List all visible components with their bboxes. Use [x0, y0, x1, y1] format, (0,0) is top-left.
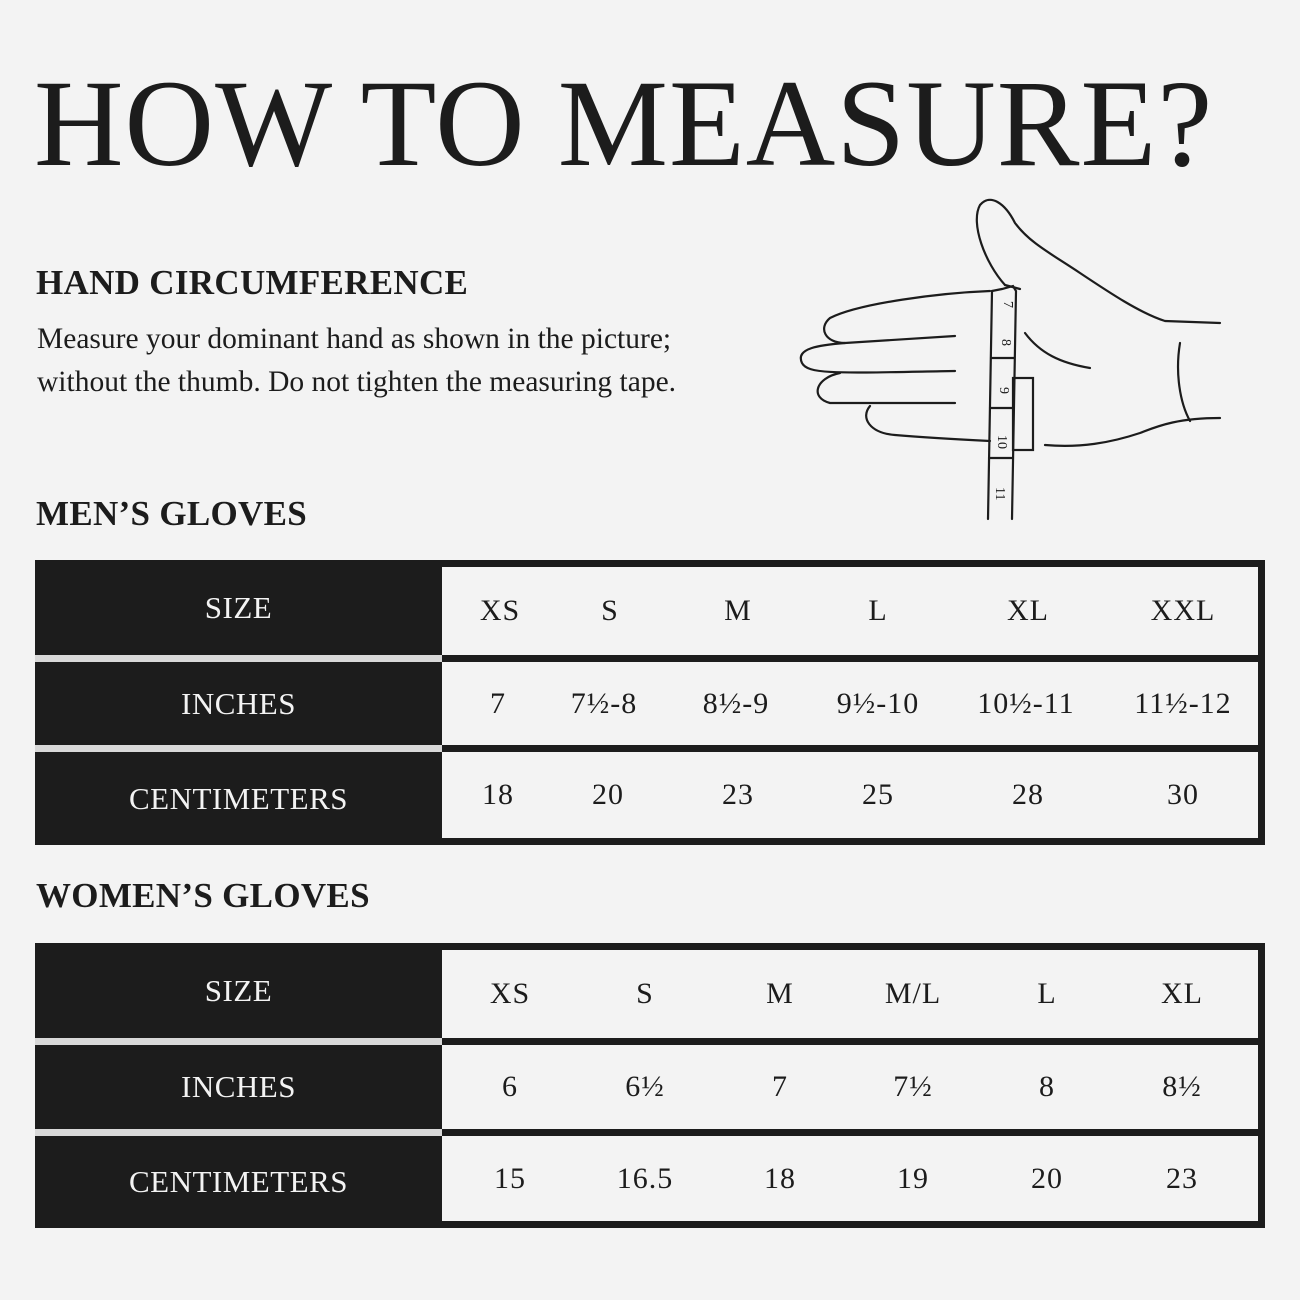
table-row-centimeters: CENTIMETERS 18 20 23 25 28 30 — [35, 752, 1265, 845]
table-cell: 6½ — [625, 1070, 665, 1103]
table-cell: S — [636, 977, 654, 1010]
tape-mark-11: 11 — [992, 487, 1007, 500]
table-cell: 18 — [482, 778, 514, 811]
row-label: SIZE — [204, 589, 273, 625]
tape-marks: 7 8 9 10 11 — [992, 301, 1015, 500]
row-label: INCHES — [181, 1069, 296, 1104]
table-cell: XL — [1161, 977, 1203, 1010]
table-cell: 7½-8 — [570, 686, 638, 720]
table-cell: 6 — [502, 1070, 518, 1103]
tape-mark-10: 10 — [994, 435, 1009, 449]
table-cell: 7 — [490, 686, 506, 720]
row-label: SIZE — [204, 972, 273, 1008]
measure-instructions: Measure your dominant hand as shown in t… — [37, 323, 677, 398]
tape-mark-9: 9 — [996, 387, 1011, 394]
table-cell: 25 — [862, 778, 894, 811]
table-cell: 18 — [764, 1161, 796, 1195]
table-cell: 23 — [722, 778, 754, 811]
table-cell: XXL — [1150, 594, 1216, 627]
table-cell: 23 — [1166, 1161, 1198, 1195]
tape-mark-7: 7 — [1000, 301, 1015, 308]
table-cell: M — [724, 594, 752, 627]
table-cell: 8 — [1039, 1070, 1055, 1103]
row-label: INCHES — [181, 685, 296, 721]
table-cell: 28 — [1012, 778, 1044, 811]
table-row-centimeters: CENTIMETERS 15 16.5 18 19 20 23 — [35, 1136, 1265, 1228]
table-row-inches: INCHES 6 6½ 7 7½ 8 8½ — [35, 1045, 1265, 1129]
table-cell: 15 — [494, 1161, 526, 1195]
table-cell: L — [868, 594, 888, 627]
page-title: HOW TO MEASURE? — [34, 55, 1214, 192]
table-cell: 9½-10 — [836, 686, 920, 720]
table-cell: 7½ — [893, 1070, 933, 1103]
hand-measuring-illustration: 7 8 9 10 11 — [799, 198, 1222, 521]
table-cell: 7 — [772, 1070, 788, 1103]
womens-gloves-heading: WOMEN’S GLOVES — [36, 876, 370, 915]
table-cell: XL — [1007, 594, 1049, 627]
table-cell: 8½ — [1162, 1070, 1202, 1103]
table-cell: M/L — [884, 977, 942, 1010]
table-cell: 11½-12 — [1134, 686, 1232, 720]
table-cell: 20 — [1031, 1161, 1063, 1195]
table-cell: 19 — [897, 1161, 929, 1195]
womens-size-table: SIZE XS S M M/L L XL INCHES 6 6½ 7 7½ 8 … — [35, 943, 1265, 1228]
tape-mark-8: 8 — [998, 339, 1013, 346]
table-cell: L — [1037, 977, 1057, 1010]
mens-size-table: SIZE XS S M L XL XXL INCHES 7 7½-8 8½-9 … — [35, 560, 1265, 845]
table-cell: XS — [479, 594, 521, 627]
table-row-size: SIZE XS S M L XL XXL — [35, 560, 1265, 655]
table-cell: 10½-11 — [977, 686, 1075, 720]
table-row-size: SIZE XS S M M/L L XL — [35, 943, 1265, 1038]
table-cell: M — [766, 977, 794, 1010]
mens-gloves-heading: MEN’S GLOVES — [36, 494, 308, 533]
hand-circumference-heading: HAND CIRCUMFERENCE — [36, 263, 469, 302]
table-cell: 16.5 — [616, 1161, 674, 1195]
table-cell: 20 — [592, 778, 624, 811]
table-cell: 30 — [1167, 778, 1199, 811]
table-cell: 8½-9 — [702, 686, 770, 720]
table-cell: XS — [489, 977, 531, 1010]
table-cell: S — [601, 594, 619, 627]
row-label: CENTIMETERS — [128, 780, 349, 816]
row-label: CENTIMETERS — [128, 1164, 349, 1199]
table-row-inches: INCHES 7 7½-8 8½-9 9½-10 10½-11 11½-12 — [35, 662, 1265, 745]
